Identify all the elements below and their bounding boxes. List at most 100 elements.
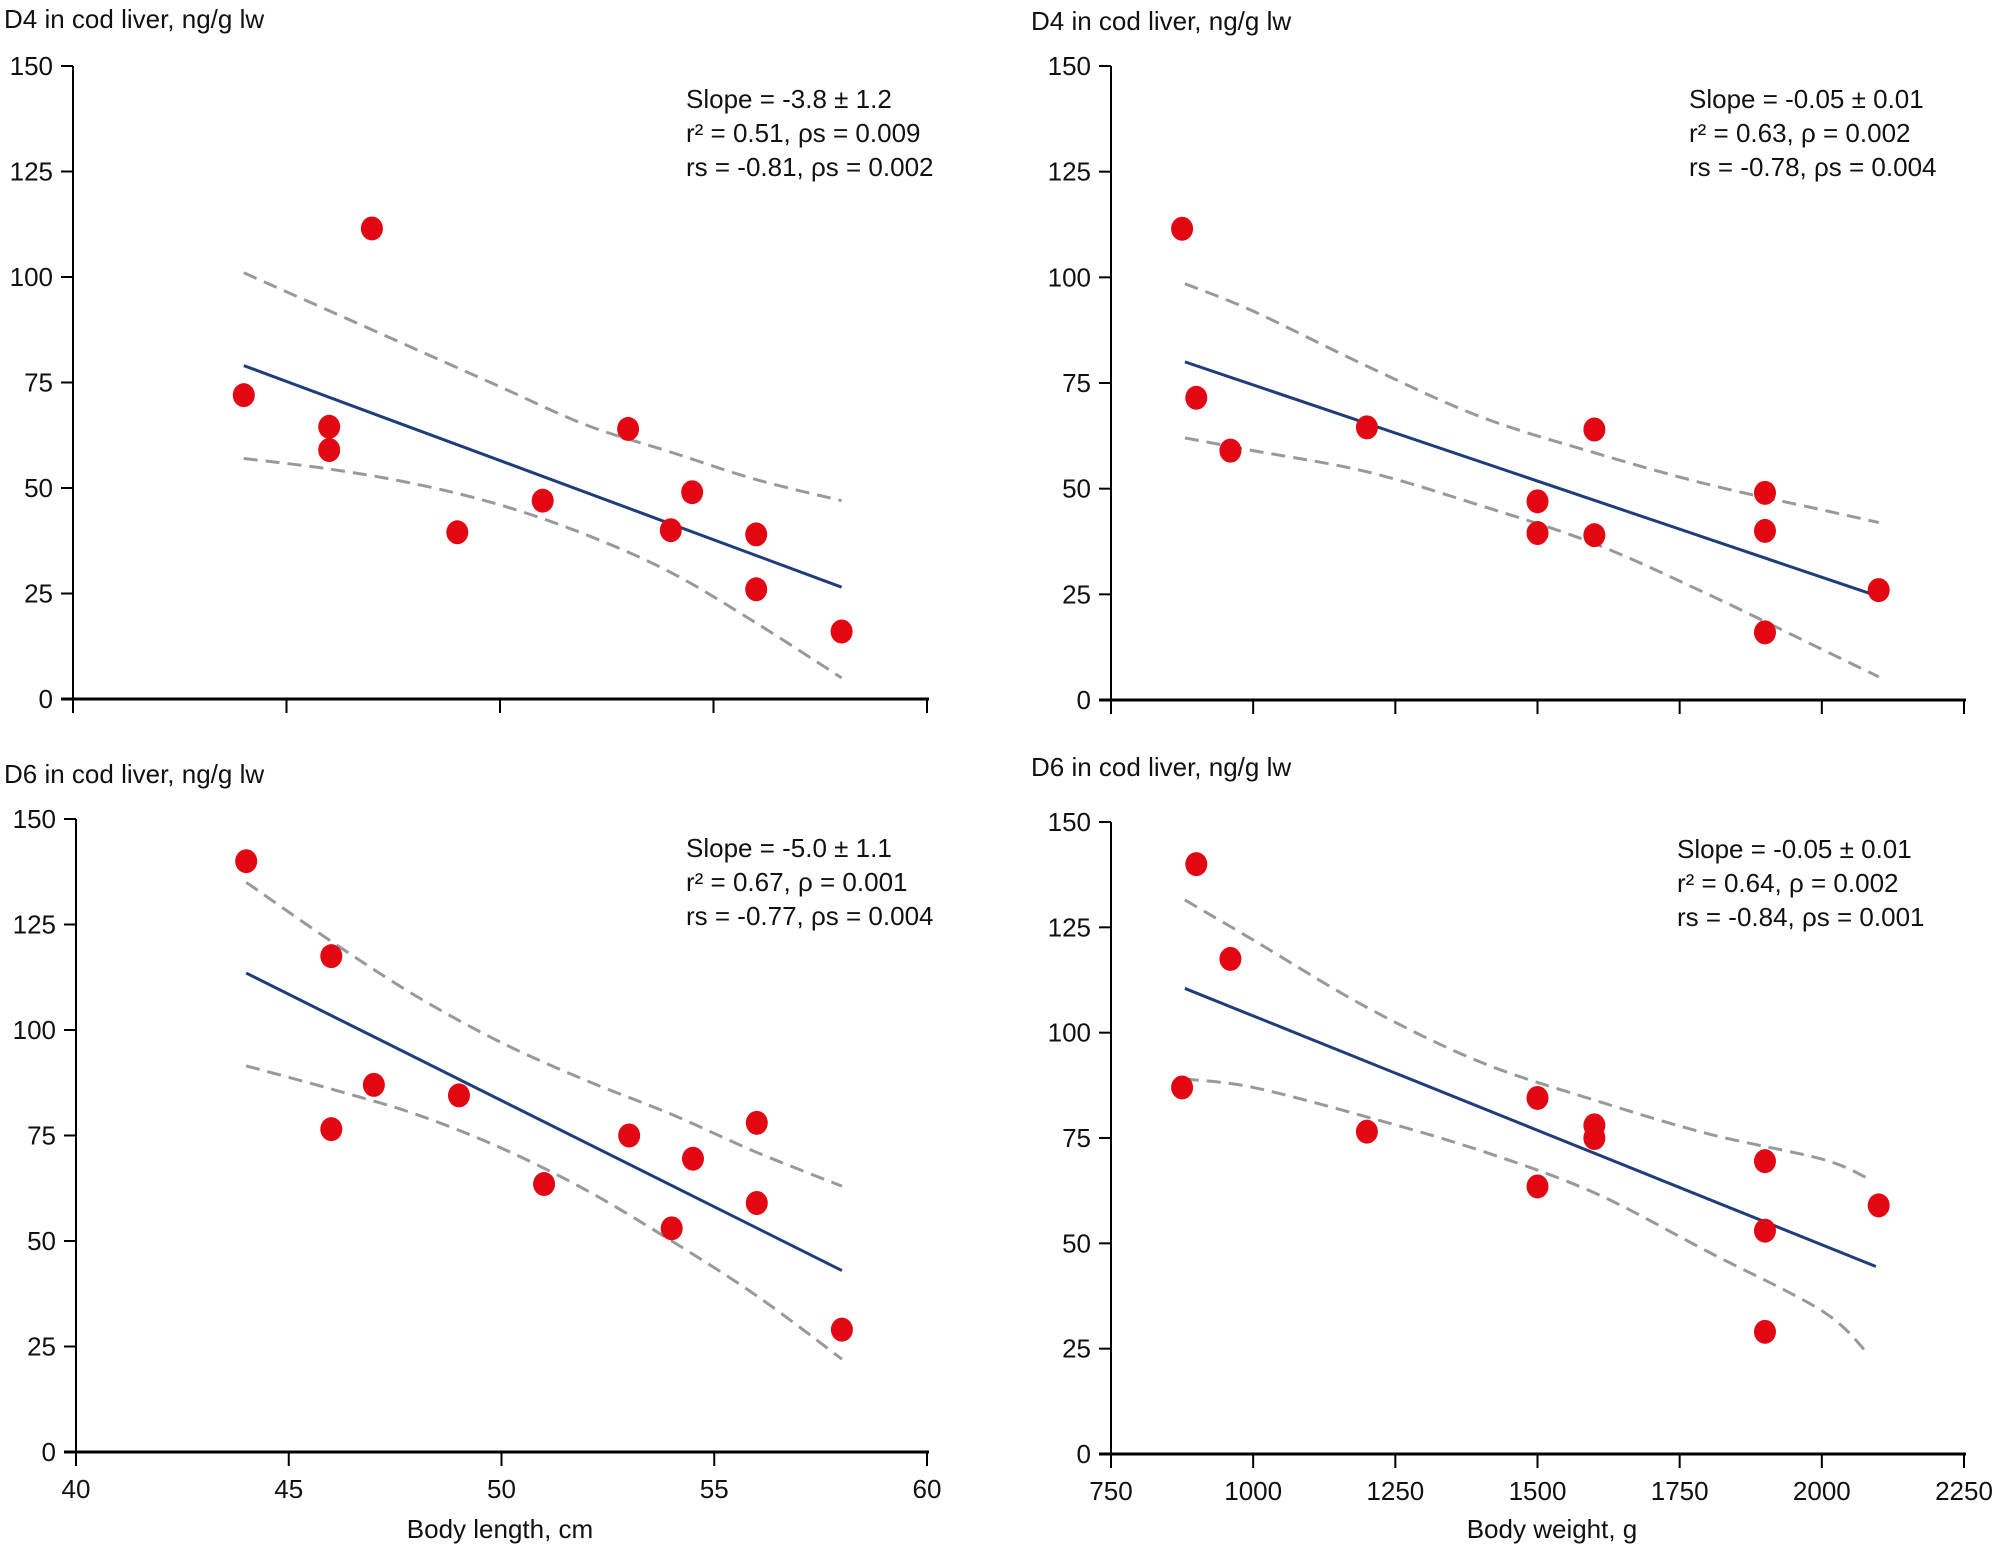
data-point bbox=[446, 520, 469, 545]
annotation-slope: Slope = -0.05 ± 0.01 bbox=[1689, 84, 1924, 114]
ci-lower-band bbox=[245, 1064, 843, 1361]
panel-d6-vs-weight: D6 in cod liver, ng/g lw Body weight, g … bbox=[1031, 752, 1992, 1544]
ci-lower-band bbox=[1184, 436, 1880, 679]
y-tick-label: 75 bbox=[24, 368, 53, 398]
data-point bbox=[1526, 521, 1549, 546]
y-tick-label: 0 bbox=[1077, 1439, 1091, 1469]
data-point bbox=[1526, 1174, 1549, 1199]
data-point bbox=[1867, 578, 1890, 603]
data-point bbox=[1185, 385, 1208, 410]
annotation-slope: Slope = -3.8 ± 1.2 bbox=[686, 84, 892, 114]
y-tick-label: 50 bbox=[27, 1226, 56, 1256]
y-tick-label: 125 bbox=[13, 910, 56, 940]
annotation-rs: rs = -0.84, ρs = 0.001 bbox=[1677, 902, 1924, 932]
y-tick-label: 0 bbox=[1077, 685, 1091, 715]
data-point bbox=[320, 944, 343, 969]
annotation-slope: Slope = -0.05 ± 0.01 bbox=[1677, 834, 1912, 864]
data-point bbox=[531, 488, 554, 513]
y-tick-label: 25 bbox=[24, 579, 53, 609]
y-tick-label: 125 bbox=[10, 157, 53, 187]
ci-upper-band bbox=[1184, 282, 1880, 524]
y-tick-label: 50 bbox=[24, 473, 53, 503]
stats-annotation: Slope = -0.05 ± 0.01 r² = 0.63, ρ = 0.00… bbox=[1689, 84, 1936, 182]
data-point bbox=[617, 416, 640, 441]
x-tick-label: 50 bbox=[487, 1474, 516, 1504]
y-tick-label: 0 bbox=[39, 684, 53, 714]
y-tick-label: 75 bbox=[1062, 1123, 1091, 1153]
data-point bbox=[318, 414, 341, 439]
panel-d6-vs-length: D6 in cod liver, ng/g lw Body length, cm… bbox=[4, 759, 941, 1544]
ci-lower-band bbox=[243, 456, 843, 680]
y-tick-label: 150 bbox=[13, 804, 56, 834]
data-point bbox=[745, 577, 768, 602]
data-point bbox=[1355, 1119, 1378, 1144]
data-point bbox=[1171, 1075, 1194, 1100]
data-point bbox=[1753, 1149, 1776, 1174]
data-point bbox=[1219, 438, 1242, 463]
data-point bbox=[1185, 852, 1208, 877]
x-tick-label: 60 bbox=[913, 1474, 942, 1504]
data-point bbox=[1583, 523, 1606, 548]
y-tick-label: 75 bbox=[27, 1121, 56, 1151]
data-point bbox=[232, 383, 255, 408]
regression-line bbox=[243, 364, 843, 589]
y-tick-label: 50 bbox=[1062, 1228, 1091, 1258]
annotation-rs: rs = -0.81, ρs = 0.002 bbox=[686, 152, 933, 182]
data-point bbox=[1526, 1085, 1549, 1110]
panel-title: D4 in cod liver, ng/g lw bbox=[4, 4, 264, 34]
x-tick-label: 2250 bbox=[1935, 1476, 1992, 1506]
data-point bbox=[830, 1317, 853, 1342]
data-point bbox=[1753, 518, 1776, 543]
y-tick-label: 100 bbox=[1048, 262, 1091, 292]
data-point bbox=[1753, 480, 1776, 505]
data-point bbox=[1753, 1218, 1776, 1243]
annotation-r2: r² = 0.67, ρ = 0.001 bbox=[686, 867, 907, 897]
data-point bbox=[681, 1146, 704, 1171]
x-axis-label: Body length, cm bbox=[407, 1514, 593, 1544]
x-tick-label: 40 bbox=[62, 1474, 91, 1504]
data-point bbox=[745, 1110, 768, 1135]
annotation-rs: rs = -0.78, ρs = 0.004 bbox=[1689, 152, 1936, 182]
annotation-r2: r² = 0.63, ρ = 0.002 bbox=[1689, 118, 1910, 148]
ci-upper-band bbox=[1184, 898, 1868, 1180]
data-point bbox=[320, 1117, 343, 1142]
panel-d4-vs-length: D4 in cod liver, ng/g lw 0 25 50 75 100 125 15… bbox=[4, 4, 933, 714]
y-tick-label: 25 bbox=[1062, 1334, 1091, 1364]
x-tick-label: 750 bbox=[1089, 1476, 1132, 1506]
stats-annotation: Slope = -3.8 ± 1.2 r² = 0.51, ρs = 0.009… bbox=[686, 84, 933, 182]
data-point bbox=[533, 1172, 556, 1197]
stats-annotation: Slope = -0.05 ± 0.01 r² = 0.64, ρ = 0.00… bbox=[1677, 834, 1924, 932]
x-tick-label: 2000 bbox=[1793, 1476, 1851, 1506]
data-point bbox=[745, 522, 768, 547]
data-point bbox=[235, 849, 258, 874]
data-point bbox=[659, 518, 682, 543]
data-point bbox=[1583, 417, 1606, 442]
panel-title: D4 in cod liver, ng/g lw bbox=[1031, 6, 1291, 36]
y-tick-label: 125 bbox=[1048, 912, 1091, 942]
y-tick-label: 150 bbox=[1048, 51, 1091, 81]
data-point bbox=[1867, 1193, 1890, 1218]
x-tick-label: 55 bbox=[700, 1474, 729, 1504]
stats-annotation: Slope = -5.0 ± 1.1 r² = 0.67, ρ = 0.001 … bbox=[686, 833, 933, 931]
data-point bbox=[681, 480, 704, 505]
y-tick-label: 50 bbox=[1062, 474, 1091, 504]
ci-upper-band bbox=[245, 881, 843, 1188]
data-point bbox=[830, 619, 853, 644]
data-point bbox=[1355, 415, 1378, 440]
data-point bbox=[1753, 620, 1776, 645]
ci-lower-band bbox=[1184, 1077, 1869, 1354]
data-point bbox=[745, 1191, 768, 1216]
x-tick-label: 1000 bbox=[1224, 1476, 1282, 1506]
regression-line bbox=[245, 971, 843, 1272]
y-tick-label: 100 bbox=[10, 262, 53, 292]
x-tick-label: 1750 bbox=[1651, 1476, 1709, 1506]
data-point bbox=[618, 1123, 641, 1148]
panel-title: D6 in cod liver, ng/g lw bbox=[4, 759, 264, 789]
y-tick-label: 75 bbox=[1062, 368, 1091, 398]
data-point bbox=[447, 1083, 470, 1108]
annotation-r2: r² = 0.64, ρ = 0.002 bbox=[1677, 868, 1898, 898]
x-tick-label: 45 bbox=[274, 1474, 303, 1504]
panel-d4-vs-weight: D4 in cod liver, ng/g lw 0 25 50 75 100 125 15… bbox=[1031, 6, 1966, 715]
y-tick-label: 100 bbox=[1048, 1018, 1091, 1048]
